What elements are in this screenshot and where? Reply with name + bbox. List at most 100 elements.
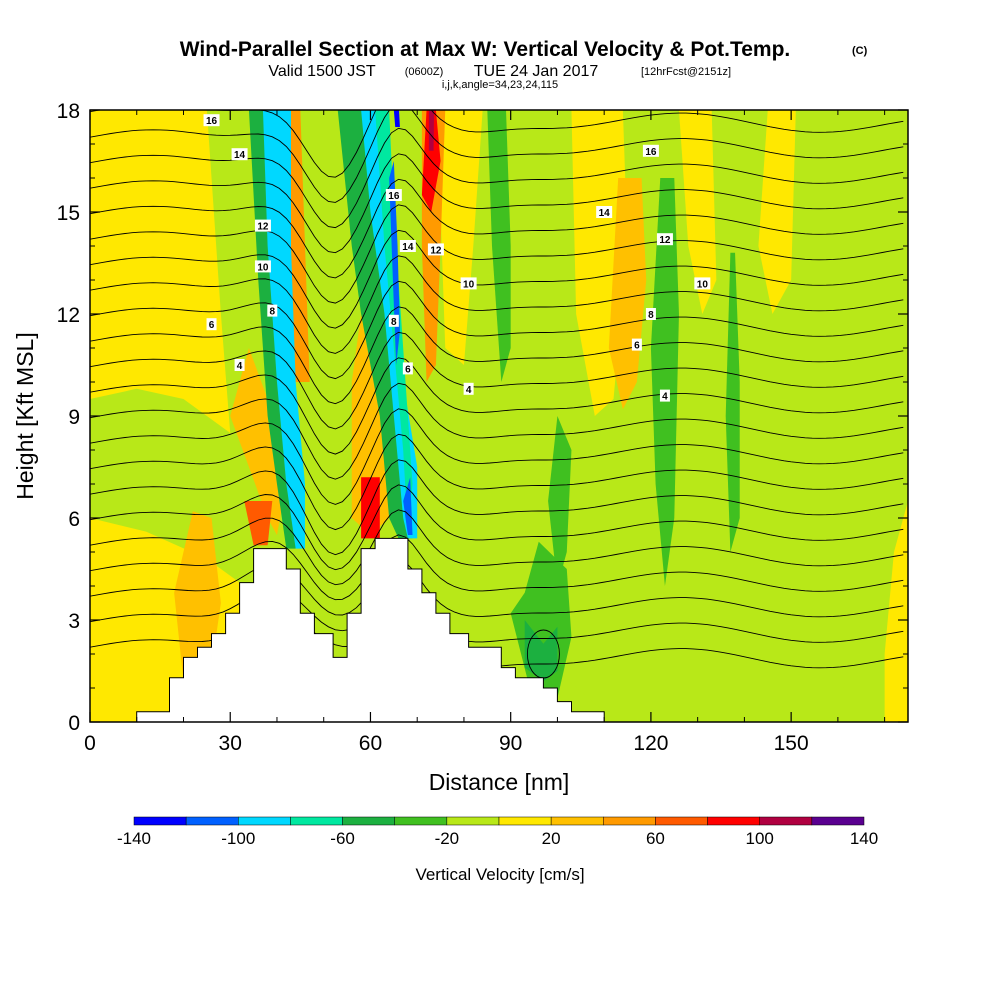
contour-label: 10 <box>254 260 271 273</box>
region-cyan-1 <box>262 110 306 549</box>
colorbar-tick-label: -140 <box>117 829 151 848</box>
contour-label-text: 16 <box>645 147 657 158</box>
region-blue-core-2 <box>403 477 413 535</box>
theta-contour-line <box>90 306 904 405</box>
contour-label-box <box>694 277 711 290</box>
contour-label-text: 10 <box>463 279 475 290</box>
theta-contour-line <box>90 433 904 531</box>
region-wave-orange <box>608 178 647 410</box>
contour-label-text: 8 <box>648 310 654 321</box>
colorbar-swatch <box>498 816 552 826</box>
region-blue-core-1 <box>389 161 400 365</box>
theta-contour-line <box>90 534 904 601</box>
theta-contour-line <box>90 204 904 304</box>
y-tick-label: 6 <box>68 508 80 531</box>
contour-label-box <box>399 240 416 252</box>
y-tick-label: 0 <box>68 712 80 735</box>
y-tick-label: 9 <box>68 406 80 429</box>
colorbar-tick-label: -60 <box>330 829 355 848</box>
colorbar-swatch <box>185 816 239 826</box>
y-axis: 0 3 6 9 12 15 18 <box>57 100 908 735</box>
contour-label-box <box>460 277 477 290</box>
colorbar-swatch <box>394 816 448 826</box>
region-wave-green-2 <box>725 252 740 553</box>
region-low-orange <box>174 511 221 682</box>
contour-label-text: 14 <box>402 242 414 253</box>
contour-label: 8 <box>388 314 399 328</box>
colorbar-tick-label: -100 <box>221 829 255 848</box>
theta-contour-line <box>90 178 904 279</box>
theta-contour-line <box>90 459 904 556</box>
contour-label-box <box>427 243 444 256</box>
x-tick-label: 120 <box>633 732 668 755</box>
contour-label-box <box>631 338 642 351</box>
contour-label-text: 16 <box>206 116 218 127</box>
theta-contour-line <box>90 153 904 254</box>
colorbar-swatch <box>603 816 656 826</box>
contour-label-box <box>385 189 402 201</box>
colorbar-tick-label: -20 <box>435 829 460 848</box>
theta-contour-line <box>90 357 904 455</box>
contour-label-box <box>463 382 474 395</box>
theta-contour-line <box>90 127 904 229</box>
region-downdraft-green-2 <box>337 110 413 539</box>
contour-label: 14 <box>399 240 416 253</box>
contour-label-box <box>234 359 245 371</box>
x-tick-label: 90 <box>499 732 522 755</box>
contour-label-text: 8 <box>270 307 276 318</box>
colorbar-tick-label: 60 <box>646 829 665 848</box>
contour-labels: 16 14 12 10 8 6 4 16 14 12 10 8 6 4 16 14 12 10 8 6 4 <box>203 114 711 403</box>
x-tick-label: 0 <box>84 732 96 755</box>
colorbar-swatch <box>342 816 395 826</box>
contour-label: 4 <box>463 382 474 396</box>
terrain <box>136 537 605 722</box>
contour-label-text: 6 <box>405 364 411 375</box>
contour-label: 14 <box>596 206 613 219</box>
x-tick-label: 60 <box>359 732 382 755</box>
theta-contour-line <box>90 331 904 430</box>
region-maroon-top <box>428 110 435 151</box>
theta-contour-line <box>90 509 904 586</box>
x-axis: 0 30 60 90 120 150 <box>84 110 886 755</box>
contour-label-text: 12 <box>430 245 442 256</box>
contour-label-box <box>267 304 278 317</box>
region-mid-green <box>548 416 572 586</box>
region-wave-yellow-3 <box>758 110 796 314</box>
contour-label-box <box>645 308 656 320</box>
contour-label: 8 <box>645 308 656 321</box>
forecast-info: [12hrFcst@2151z] <box>641 66 731 78</box>
contour-label-box <box>231 148 248 161</box>
contour-label: 6 <box>402 362 413 375</box>
contour-label: 10 <box>460 277 477 290</box>
contour-label-box <box>206 318 217 331</box>
theta-contour-line <box>90 110 904 203</box>
x-tick-label: 30 <box>219 732 242 755</box>
contour-label: 16 <box>203 114 220 127</box>
theta-contour-line <box>90 559 904 618</box>
colorbar-title: Vertical Velocity [cm/s] <box>415 865 584 884</box>
contour-label: 16 <box>642 144 659 158</box>
colorbar-swatch <box>238 816 291 826</box>
colorbar-swatch <box>707 816 760 826</box>
colorbar-swatch <box>759 816 813 826</box>
contour-label: 14 <box>231 148 248 161</box>
colorbar-swatch <box>446 816 500 826</box>
contour-label-text: 10 <box>697 279 709 290</box>
valid-date: TUE 24 Jan 2017 <box>474 63 599 80</box>
theta-contour-line <box>90 408 904 505</box>
theta-contour-line <box>90 229 904 329</box>
contour-label-text: 14 <box>599 208 611 219</box>
colorbar-swatch <box>811 816 865 826</box>
contour-label-box <box>388 314 399 327</box>
contour-label: 16 <box>385 189 402 202</box>
region-red-core <box>361 477 380 539</box>
contour-label-text: 14 <box>234 150 246 161</box>
contour-label-text: 4 <box>466 385 472 396</box>
contour-label-text: 8 <box>391 317 397 328</box>
contour-label-box <box>642 144 659 157</box>
region-upwind-yellow <box>90 110 231 433</box>
region-right-yellow <box>884 501 908 722</box>
region-red-left <box>244 501 273 546</box>
colorbar-tick-label: 140 <box>850 829 878 848</box>
contour-label: 10 <box>694 277 711 290</box>
